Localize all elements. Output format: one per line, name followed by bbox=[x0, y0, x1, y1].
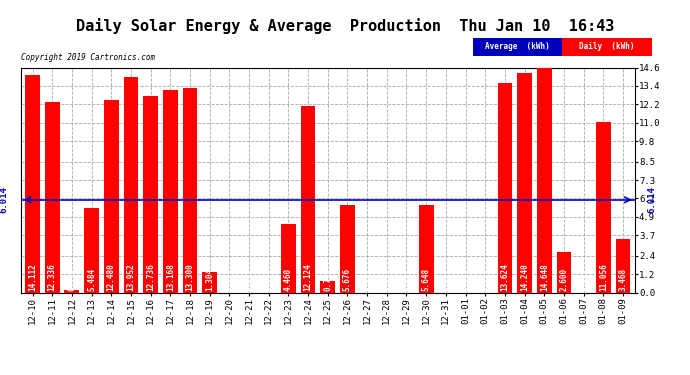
Bar bbox=[301, 106, 315, 292]
Text: 13.300: 13.300 bbox=[186, 264, 195, 291]
Text: 13.952: 13.952 bbox=[126, 264, 135, 291]
Bar bbox=[419, 206, 433, 292]
Bar bbox=[537, 67, 551, 292]
Text: Daily Solar Energy & Average  Production  Thu Jan 10  16:43: Daily Solar Energy & Average Production … bbox=[76, 18, 614, 34]
Text: 12.124: 12.124 bbox=[304, 264, 313, 291]
Text: 0.740: 0.740 bbox=[323, 268, 333, 291]
Bar bbox=[25, 75, 40, 292]
Bar bbox=[64, 290, 79, 292]
Text: 0.000: 0.000 bbox=[363, 268, 372, 291]
Bar bbox=[615, 239, 631, 292]
Bar bbox=[183, 87, 197, 292]
Bar bbox=[84, 208, 99, 292]
Text: 14.648: 14.648 bbox=[540, 264, 549, 291]
Text: 11.056: 11.056 bbox=[599, 264, 608, 291]
Text: 0.000: 0.000 bbox=[481, 268, 490, 291]
Text: Daily  (kWh): Daily (kWh) bbox=[580, 42, 635, 51]
Text: 0.000: 0.000 bbox=[461, 268, 470, 291]
Bar bbox=[163, 90, 177, 292]
Text: 5.648: 5.648 bbox=[422, 268, 431, 291]
Bar bbox=[104, 100, 119, 292]
Text: 3.468: 3.468 bbox=[618, 268, 627, 291]
Text: 0.000: 0.000 bbox=[382, 268, 391, 291]
Text: Average  (kWh): Average (kWh) bbox=[485, 42, 550, 51]
Text: 13.624: 13.624 bbox=[500, 264, 509, 291]
Text: 14.240: 14.240 bbox=[520, 264, 529, 291]
Bar bbox=[557, 252, 571, 292]
Text: 12.480: 12.480 bbox=[107, 264, 116, 291]
Text: 12.336: 12.336 bbox=[48, 264, 57, 291]
Text: 13.168: 13.168 bbox=[166, 264, 175, 291]
Bar bbox=[518, 73, 532, 292]
Bar bbox=[497, 82, 512, 292]
Text: Copyright 2019 Cartronics.com: Copyright 2019 Cartronics.com bbox=[21, 53, 155, 62]
Text: 0.000: 0.000 bbox=[579, 268, 588, 291]
Bar bbox=[596, 122, 611, 292]
Text: 0.000: 0.000 bbox=[402, 268, 411, 291]
Text: 0.000: 0.000 bbox=[225, 268, 234, 291]
Bar bbox=[45, 102, 59, 292]
Text: 14.112: 14.112 bbox=[28, 264, 37, 291]
Bar bbox=[281, 224, 296, 292]
Bar bbox=[124, 78, 138, 292]
Bar bbox=[340, 205, 355, 292]
Text: 1.304: 1.304 bbox=[205, 268, 214, 291]
Text: 4.460: 4.460 bbox=[284, 268, 293, 291]
Text: 12.736: 12.736 bbox=[146, 264, 155, 291]
Bar bbox=[144, 96, 158, 292]
Text: 0.000: 0.000 bbox=[244, 268, 253, 291]
Text: 5.676: 5.676 bbox=[343, 268, 352, 291]
Text: 0.148: 0.148 bbox=[68, 268, 77, 291]
Text: 6.014: 6.014 bbox=[0, 186, 8, 213]
Text: 6.014: 6.014 bbox=[647, 186, 657, 213]
Bar bbox=[202, 272, 217, 292]
Text: 0.000: 0.000 bbox=[442, 268, 451, 291]
Text: 0.000: 0.000 bbox=[264, 268, 273, 291]
Text: 5.484: 5.484 bbox=[87, 268, 96, 291]
Text: 2.600: 2.600 bbox=[560, 268, 569, 291]
Bar bbox=[320, 281, 335, 292]
